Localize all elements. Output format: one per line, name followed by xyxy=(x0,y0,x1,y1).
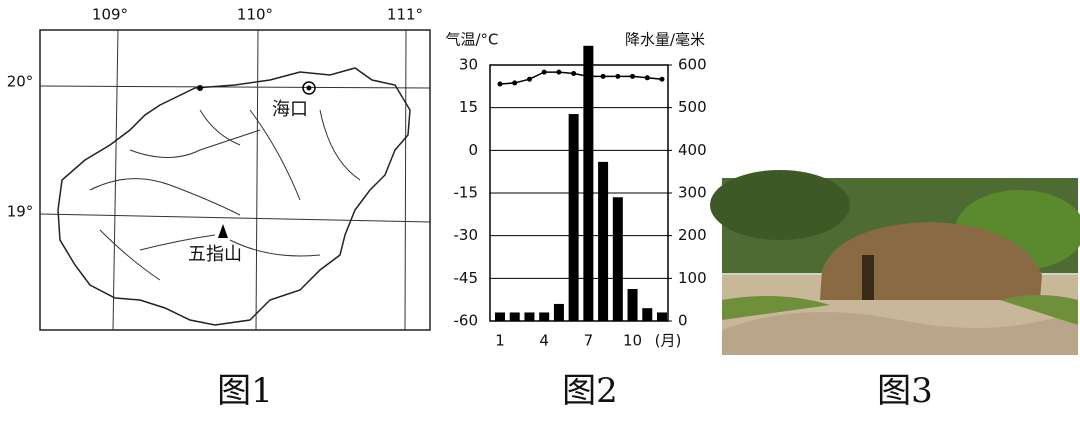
parallel xyxy=(39,85,431,89)
temp-point xyxy=(571,71,577,77)
y2-tick-label: 500 xyxy=(678,98,707,116)
x-tick-label: 1 xyxy=(495,332,505,350)
caption: 图2 xyxy=(562,371,618,411)
x-tick-label: 7 xyxy=(584,332,594,350)
y-tick-label: -45 xyxy=(454,269,479,287)
place-label: 五指山 xyxy=(188,244,242,265)
map: 109° 110° 111° 20° 19° 海口 五指山 xyxy=(7,6,431,331)
meridian xyxy=(255,29,259,331)
y2-tick-label: 200 xyxy=(678,226,707,244)
x-axis-title: (月) xyxy=(655,332,682,350)
precip-bar xyxy=(509,312,520,321)
peak-marker xyxy=(218,224,228,238)
y-tick-label: 30 xyxy=(459,56,478,74)
temp-point xyxy=(541,69,547,75)
lon-label: 110° xyxy=(237,6,273,24)
precip-bar xyxy=(657,312,667,321)
precip-bar xyxy=(642,308,653,321)
y-tick-label: 15 xyxy=(459,98,478,116)
photo-grass xyxy=(722,295,1078,325)
y-axis-title: 气温/°C xyxy=(445,31,498,49)
y2-axis-title: 降水量/毫米 xyxy=(625,31,705,49)
photo-hut xyxy=(820,222,1042,300)
temp-point xyxy=(497,81,503,87)
y-tick-label: -15 xyxy=(454,184,479,202)
caption: 图1 xyxy=(217,371,273,411)
y-tick-label: -60 xyxy=(454,312,479,330)
precip-bar xyxy=(495,312,505,321)
temp-point xyxy=(600,73,606,79)
precip-bar xyxy=(568,114,579,321)
y2-tick-label: 100 xyxy=(678,269,707,287)
photo-trees xyxy=(710,170,850,240)
temp-point xyxy=(585,73,591,79)
temp-point xyxy=(644,75,650,81)
temp-point xyxy=(512,80,518,86)
town xyxy=(197,85,203,91)
x-tick-label: 10 xyxy=(623,332,642,350)
precip-bar xyxy=(612,197,623,321)
y2-tick-label: 400 xyxy=(678,141,707,159)
parallel xyxy=(39,213,431,223)
y2-tick-label: 300 xyxy=(678,184,707,202)
photo xyxy=(710,170,1080,355)
y2-tick-label: 600 xyxy=(678,56,707,74)
lat-label: 20° xyxy=(7,73,34,91)
city-marker xyxy=(302,81,316,95)
y2-tick-label: 0 xyxy=(678,312,688,330)
precip-bar xyxy=(524,312,535,321)
x-tick-label: 4 xyxy=(539,332,549,350)
temp-point xyxy=(659,76,665,82)
lon-label: 109° xyxy=(92,6,128,24)
caption: 图3 xyxy=(877,371,933,411)
place-label: 海口 xyxy=(272,99,308,120)
temp-point xyxy=(630,73,636,79)
city-marker xyxy=(306,85,312,91)
precip-bar xyxy=(539,312,550,321)
temp-line xyxy=(499,71,663,85)
temp-point xyxy=(615,73,621,79)
temp-point xyxy=(556,69,562,75)
precip-bar xyxy=(627,289,638,321)
photo-ground xyxy=(722,310,1078,355)
precip-bar xyxy=(553,303,564,321)
meridian xyxy=(404,29,407,331)
photo-hut-door xyxy=(862,255,874,300)
precip-bar xyxy=(583,45,594,322)
precip-bar xyxy=(598,161,609,321)
y-tick-label: 0 xyxy=(468,141,478,159)
climate-chart: 气温/°C 降水量/毫米 (月) 30 15 0 -15 -30 -45 -60 600 500… xyxy=(445,31,706,350)
y-tick-label: -30 xyxy=(454,226,479,244)
meridian xyxy=(112,29,119,331)
island-outline xyxy=(57,67,411,326)
map-frame xyxy=(39,29,431,331)
rivers xyxy=(89,109,361,281)
lon-label: 111° xyxy=(387,6,423,24)
temp-point xyxy=(526,76,532,82)
lat-label: 19° xyxy=(7,203,34,221)
